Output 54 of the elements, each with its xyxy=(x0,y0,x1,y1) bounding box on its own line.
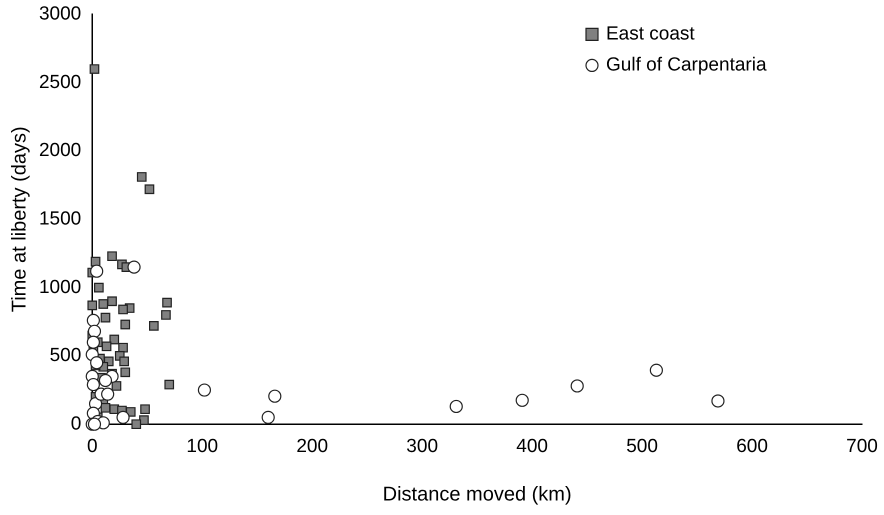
point xyxy=(120,320,130,330)
point xyxy=(118,342,128,353)
x-tick-label: 600 xyxy=(736,436,768,457)
point xyxy=(101,388,114,401)
point xyxy=(118,304,128,314)
x-tick-label: 300 xyxy=(406,436,438,457)
point xyxy=(140,404,150,414)
x-tick-label: 400 xyxy=(516,436,548,457)
point xyxy=(119,356,129,366)
y-axis-title: Time at liberty (days) xyxy=(8,126,31,312)
point xyxy=(149,321,159,331)
y-tick-label: 1500 xyxy=(38,208,82,230)
point xyxy=(102,341,112,352)
point xyxy=(90,64,100,74)
point xyxy=(88,324,102,338)
point xyxy=(90,356,104,370)
point xyxy=(109,334,120,344)
y-tick-label: 1000 xyxy=(38,276,82,298)
point xyxy=(86,336,100,349)
point xyxy=(98,299,108,309)
point xyxy=(120,367,130,378)
legend-label: East coast xyxy=(606,24,696,45)
point xyxy=(87,300,98,310)
point xyxy=(127,260,141,274)
point xyxy=(100,312,110,322)
point xyxy=(161,310,171,320)
x-tick-label: 0 xyxy=(86,436,98,457)
y-tick-label: 0 xyxy=(70,413,82,434)
y-tick-label: 2500 xyxy=(38,72,82,93)
point xyxy=(90,256,100,266)
point xyxy=(116,410,130,424)
point xyxy=(86,378,100,392)
legend-label: Gulf of Carpentaria xyxy=(606,54,767,76)
y-tick-label: 3000 xyxy=(38,4,82,25)
x-tick-label: 500 xyxy=(626,436,658,457)
point xyxy=(94,282,104,292)
point xyxy=(88,418,102,431)
point xyxy=(162,298,172,308)
x-tick-label: 700 xyxy=(846,436,878,457)
point xyxy=(90,264,104,278)
point xyxy=(107,251,117,262)
point xyxy=(131,419,142,430)
point xyxy=(98,374,112,388)
x-tick-label: 100 xyxy=(186,436,218,457)
y-tick-label: 2000 xyxy=(38,140,82,162)
point xyxy=(164,380,174,390)
x-axis-title: Distance moved (km) xyxy=(382,484,572,506)
y-tick-label: 500 xyxy=(50,345,82,366)
point xyxy=(107,296,117,306)
point xyxy=(112,381,122,391)
point xyxy=(139,415,149,425)
point xyxy=(136,172,147,182)
point xyxy=(144,184,154,194)
x-tick-label: 200 xyxy=(296,436,328,457)
